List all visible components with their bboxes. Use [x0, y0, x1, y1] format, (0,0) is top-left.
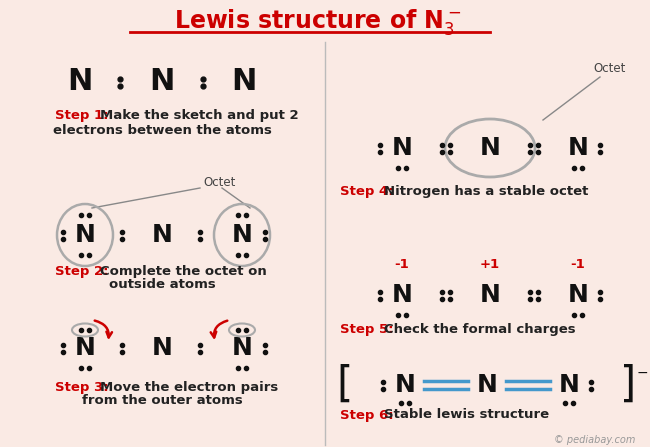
Text: Step 5:: Step 5:: [340, 324, 393, 337]
Text: N: N: [567, 136, 588, 160]
Text: N: N: [151, 223, 172, 247]
Text: Step 4:: Step 4:: [340, 186, 394, 198]
Text: electrons between the atoms: electrons between the atoms: [53, 123, 272, 136]
Text: N: N: [395, 373, 415, 397]
Text: N: N: [75, 223, 96, 247]
Text: Nitrogen has a stable octet: Nitrogen has a stable octet: [384, 186, 588, 198]
Text: N: N: [68, 67, 93, 97]
Text: +1: +1: [480, 258, 500, 271]
Text: Step 6:: Step 6:: [340, 409, 394, 422]
Text: N: N: [391, 136, 413, 160]
Text: Step 1:: Step 1:: [55, 110, 109, 122]
Text: Make the sketch and put 2: Make the sketch and put 2: [100, 110, 298, 122]
Text: N: N: [151, 336, 172, 360]
Text: N: N: [75, 336, 96, 360]
Text: N: N: [150, 67, 175, 97]
Text: outside atoms: outside atoms: [109, 278, 215, 291]
Text: ]: ]: [620, 364, 636, 406]
Text: © pediabay.com: © pediabay.com: [554, 435, 635, 445]
Text: Step 3:: Step 3:: [55, 381, 109, 395]
Text: N: N: [567, 283, 588, 307]
Text: Check the formal charges: Check the formal charges: [384, 324, 576, 337]
Text: Complete the octet on: Complete the octet on: [100, 266, 266, 278]
Text: Octet: Octet: [594, 62, 626, 75]
Text: Octet: Octet: [204, 176, 236, 189]
Text: N: N: [231, 223, 252, 247]
Text: −: −: [637, 366, 649, 380]
Text: N: N: [558, 373, 579, 397]
Text: N: N: [231, 336, 252, 360]
Text: N: N: [231, 67, 257, 97]
Text: -1: -1: [395, 258, 410, 271]
Text: Lewis structure of N$_3^-$: Lewis structure of N$_3^-$: [174, 7, 462, 37]
Text: Step 2:: Step 2:: [55, 266, 109, 278]
Text: N: N: [391, 283, 413, 307]
Text: Move the electron pairs: Move the electron pairs: [100, 381, 278, 395]
Text: N: N: [476, 373, 497, 397]
Text: N: N: [480, 136, 500, 160]
Text: from the outer atoms: from the outer atoms: [82, 395, 242, 408]
Text: Stable lewis structure: Stable lewis structure: [384, 409, 549, 422]
Text: [: [: [337, 364, 353, 406]
Text: N: N: [480, 283, 500, 307]
Text: -1: -1: [571, 258, 586, 271]
